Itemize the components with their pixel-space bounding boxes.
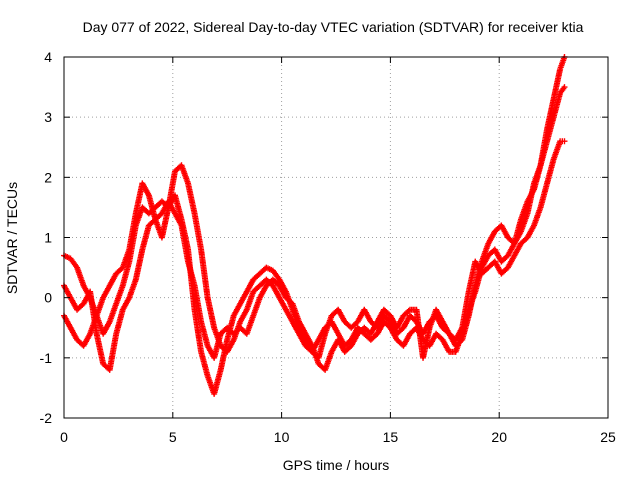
chart-title: Day 077 of 2022, Sidereal Day-to-day VTE… [83,19,584,35]
data-point [561,138,568,145]
x-tick-label: 5 [169,429,177,445]
y-tick-label: 0 [44,290,52,306]
y-axis-label: SDTVAR / TECUs [4,182,20,294]
x-tick-label: 15 [383,429,399,445]
y-tick-label: 4 [44,49,52,65]
y-tick-label: -2 [40,410,53,426]
grid-lines [64,57,608,418]
axis-ticks: 0 5 10 15 20 25 -2 -1 0 1 2 3 4 [40,49,616,445]
x-tick-label: 20 [491,429,507,445]
y-tick-label: -1 [40,350,53,366]
x-axis-label: GPS time / hours [283,457,390,473]
x-tick-label: 25 [600,429,616,445]
data-point [561,84,568,91]
data-points [61,54,568,397]
x-tick-label: 10 [274,429,290,445]
y-tick-label: 3 [44,109,52,125]
y-tick-label: 2 [44,169,52,185]
y-tick-label: 1 [44,230,52,246]
x-tick-label: 0 [60,429,68,445]
